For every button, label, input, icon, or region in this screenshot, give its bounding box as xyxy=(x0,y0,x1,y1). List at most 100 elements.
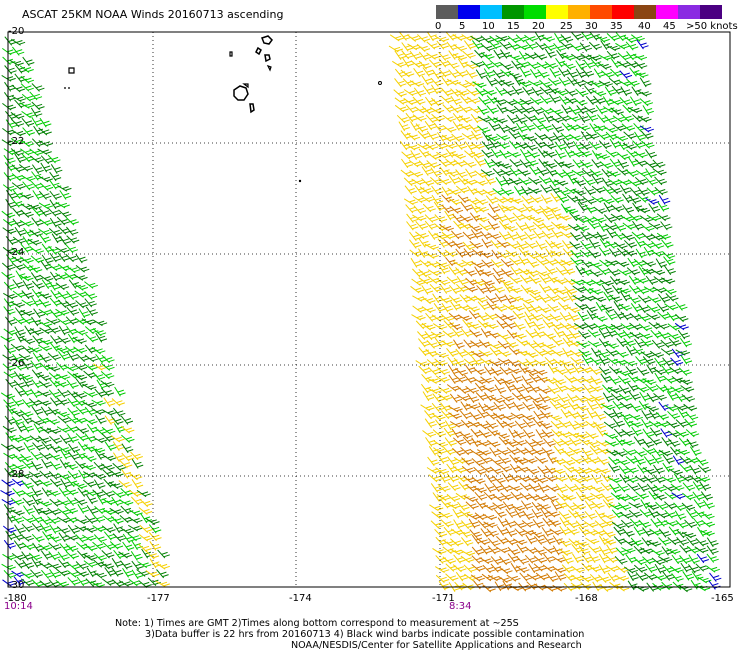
wind-barb xyxy=(569,241,583,250)
wind-barb xyxy=(74,525,89,532)
wind-barb xyxy=(661,546,674,556)
wind-barb xyxy=(584,510,598,520)
wind-barb xyxy=(57,351,71,361)
wind-barb xyxy=(31,116,43,127)
wind-barb xyxy=(523,114,538,122)
wind-barb xyxy=(415,360,430,367)
wind-barb xyxy=(562,554,574,565)
wind-barb xyxy=(661,251,676,260)
wind-barb xyxy=(645,502,660,511)
wind-barb xyxy=(525,158,539,167)
wind-barb xyxy=(14,226,27,237)
wind-barb xyxy=(531,508,544,519)
wind-barb xyxy=(49,461,63,471)
wind-barb xyxy=(623,337,636,348)
wind-barb xyxy=(551,228,564,239)
wind-barb xyxy=(634,585,649,592)
wind-barb xyxy=(489,466,504,475)
wind-barb xyxy=(603,410,618,419)
wind-barb xyxy=(605,348,620,357)
wind-barb xyxy=(41,243,54,253)
wind-barb xyxy=(515,221,529,232)
wind-barb xyxy=(683,403,698,412)
wind-barb xyxy=(619,511,634,519)
wind-barb xyxy=(554,179,569,187)
wind-barb xyxy=(673,502,687,512)
wind-barb xyxy=(516,60,531,68)
wind-barb xyxy=(474,266,486,277)
wind-barb xyxy=(588,239,601,249)
wind-barb xyxy=(100,362,115,371)
wind-barb xyxy=(610,195,624,204)
wind-barb xyxy=(438,580,451,591)
wind-barb xyxy=(90,581,105,588)
wind-barb xyxy=(21,174,36,182)
wind-barb xyxy=(520,185,533,196)
wind-barb xyxy=(13,540,27,550)
wind-barb xyxy=(536,374,550,384)
wind-barb xyxy=(668,337,682,347)
wind-barb xyxy=(410,285,425,294)
wind-barb xyxy=(22,181,35,191)
wind-barb xyxy=(112,533,126,542)
wind-barb xyxy=(448,175,461,185)
wind-barb xyxy=(500,394,515,402)
wind-barb xyxy=(39,470,53,479)
wind-barb xyxy=(508,71,523,80)
wind-barb xyxy=(519,572,533,582)
wind-barb xyxy=(503,283,516,293)
wind-barb xyxy=(86,505,99,515)
wind-barb xyxy=(57,184,72,192)
wind-barb xyxy=(64,345,79,354)
wind-barb xyxy=(462,50,476,59)
wind-barb xyxy=(473,188,488,196)
wind-barb xyxy=(680,354,693,365)
wind-barb xyxy=(515,447,530,455)
wind-barb xyxy=(617,483,630,493)
wind-barb xyxy=(484,322,499,330)
wind-barb xyxy=(646,214,662,222)
wind-barb xyxy=(103,397,116,408)
wind-barb xyxy=(685,509,699,519)
wind-barb xyxy=(615,42,630,50)
wind-barb xyxy=(509,197,524,204)
wind-barb xyxy=(74,397,88,407)
wind-barb xyxy=(513,321,526,331)
wind-barb xyxy=(635,206,651,214)
wind-barb xyxy=(594,410,607,421)
wind-barb xyxy=(55,272,70,280)
wind-barb xyxy=(460,401,473,411)
wind-barb xyxy=(629,518,643,528)
wind-barb xyxy=(436,151,451,159)
wind-barb xyxy=(583,186,597,196)
wind-barb xyxy=(67,433,79,444)
wind-barb xyxy=(627,580,640,591)
wind-barb xyxy=(484,392,497,402)
wind-barb xyxy=(66,235,80,244)
wind-barb xyxy=(139,524,153,533)
wind-barb xyxy=(599,279,614,287)
wind-barb xyxy=(587,329,601,338)
wind-barb xyxy=(642,241,657,249)
wind-barb xyxy=(671,573,684,583)
wind-barb xyxy=(415,123,429,133)
wind-barb xyxy=(653,393,667,401)
wind-barb xyxy=(642,356,656,366)
wind-barb xyxy=(575,540,590,548)
wind-barb xyxy=(39,452,53,460)
wind-barb xyxy=(39,353,52,363)
wind-barb xyxy=(606,170,621,178)
wind-barb xyxy=(400,69,415,78)
wind-barb xyxy=(463,495,479,503)
wind-barb xyxy=(617,52,632,61)
wind-barb xyxy=(557,394,570,404)
wind-barb xyxy=(696,553,709,564)
wind-barb xyxy=(684,519,698,529)
wind-barb xyxy=(491,285,506,294)
wind-barb xyxy=(67,407,80,417)
wind-barb xyxy=(610,323,625,331)
wind-barb xyxy=(31,280,45,290)
wind-barb xyxy=(514,508,526,519)
wind-barb xyxy=(500,268,514,277)
